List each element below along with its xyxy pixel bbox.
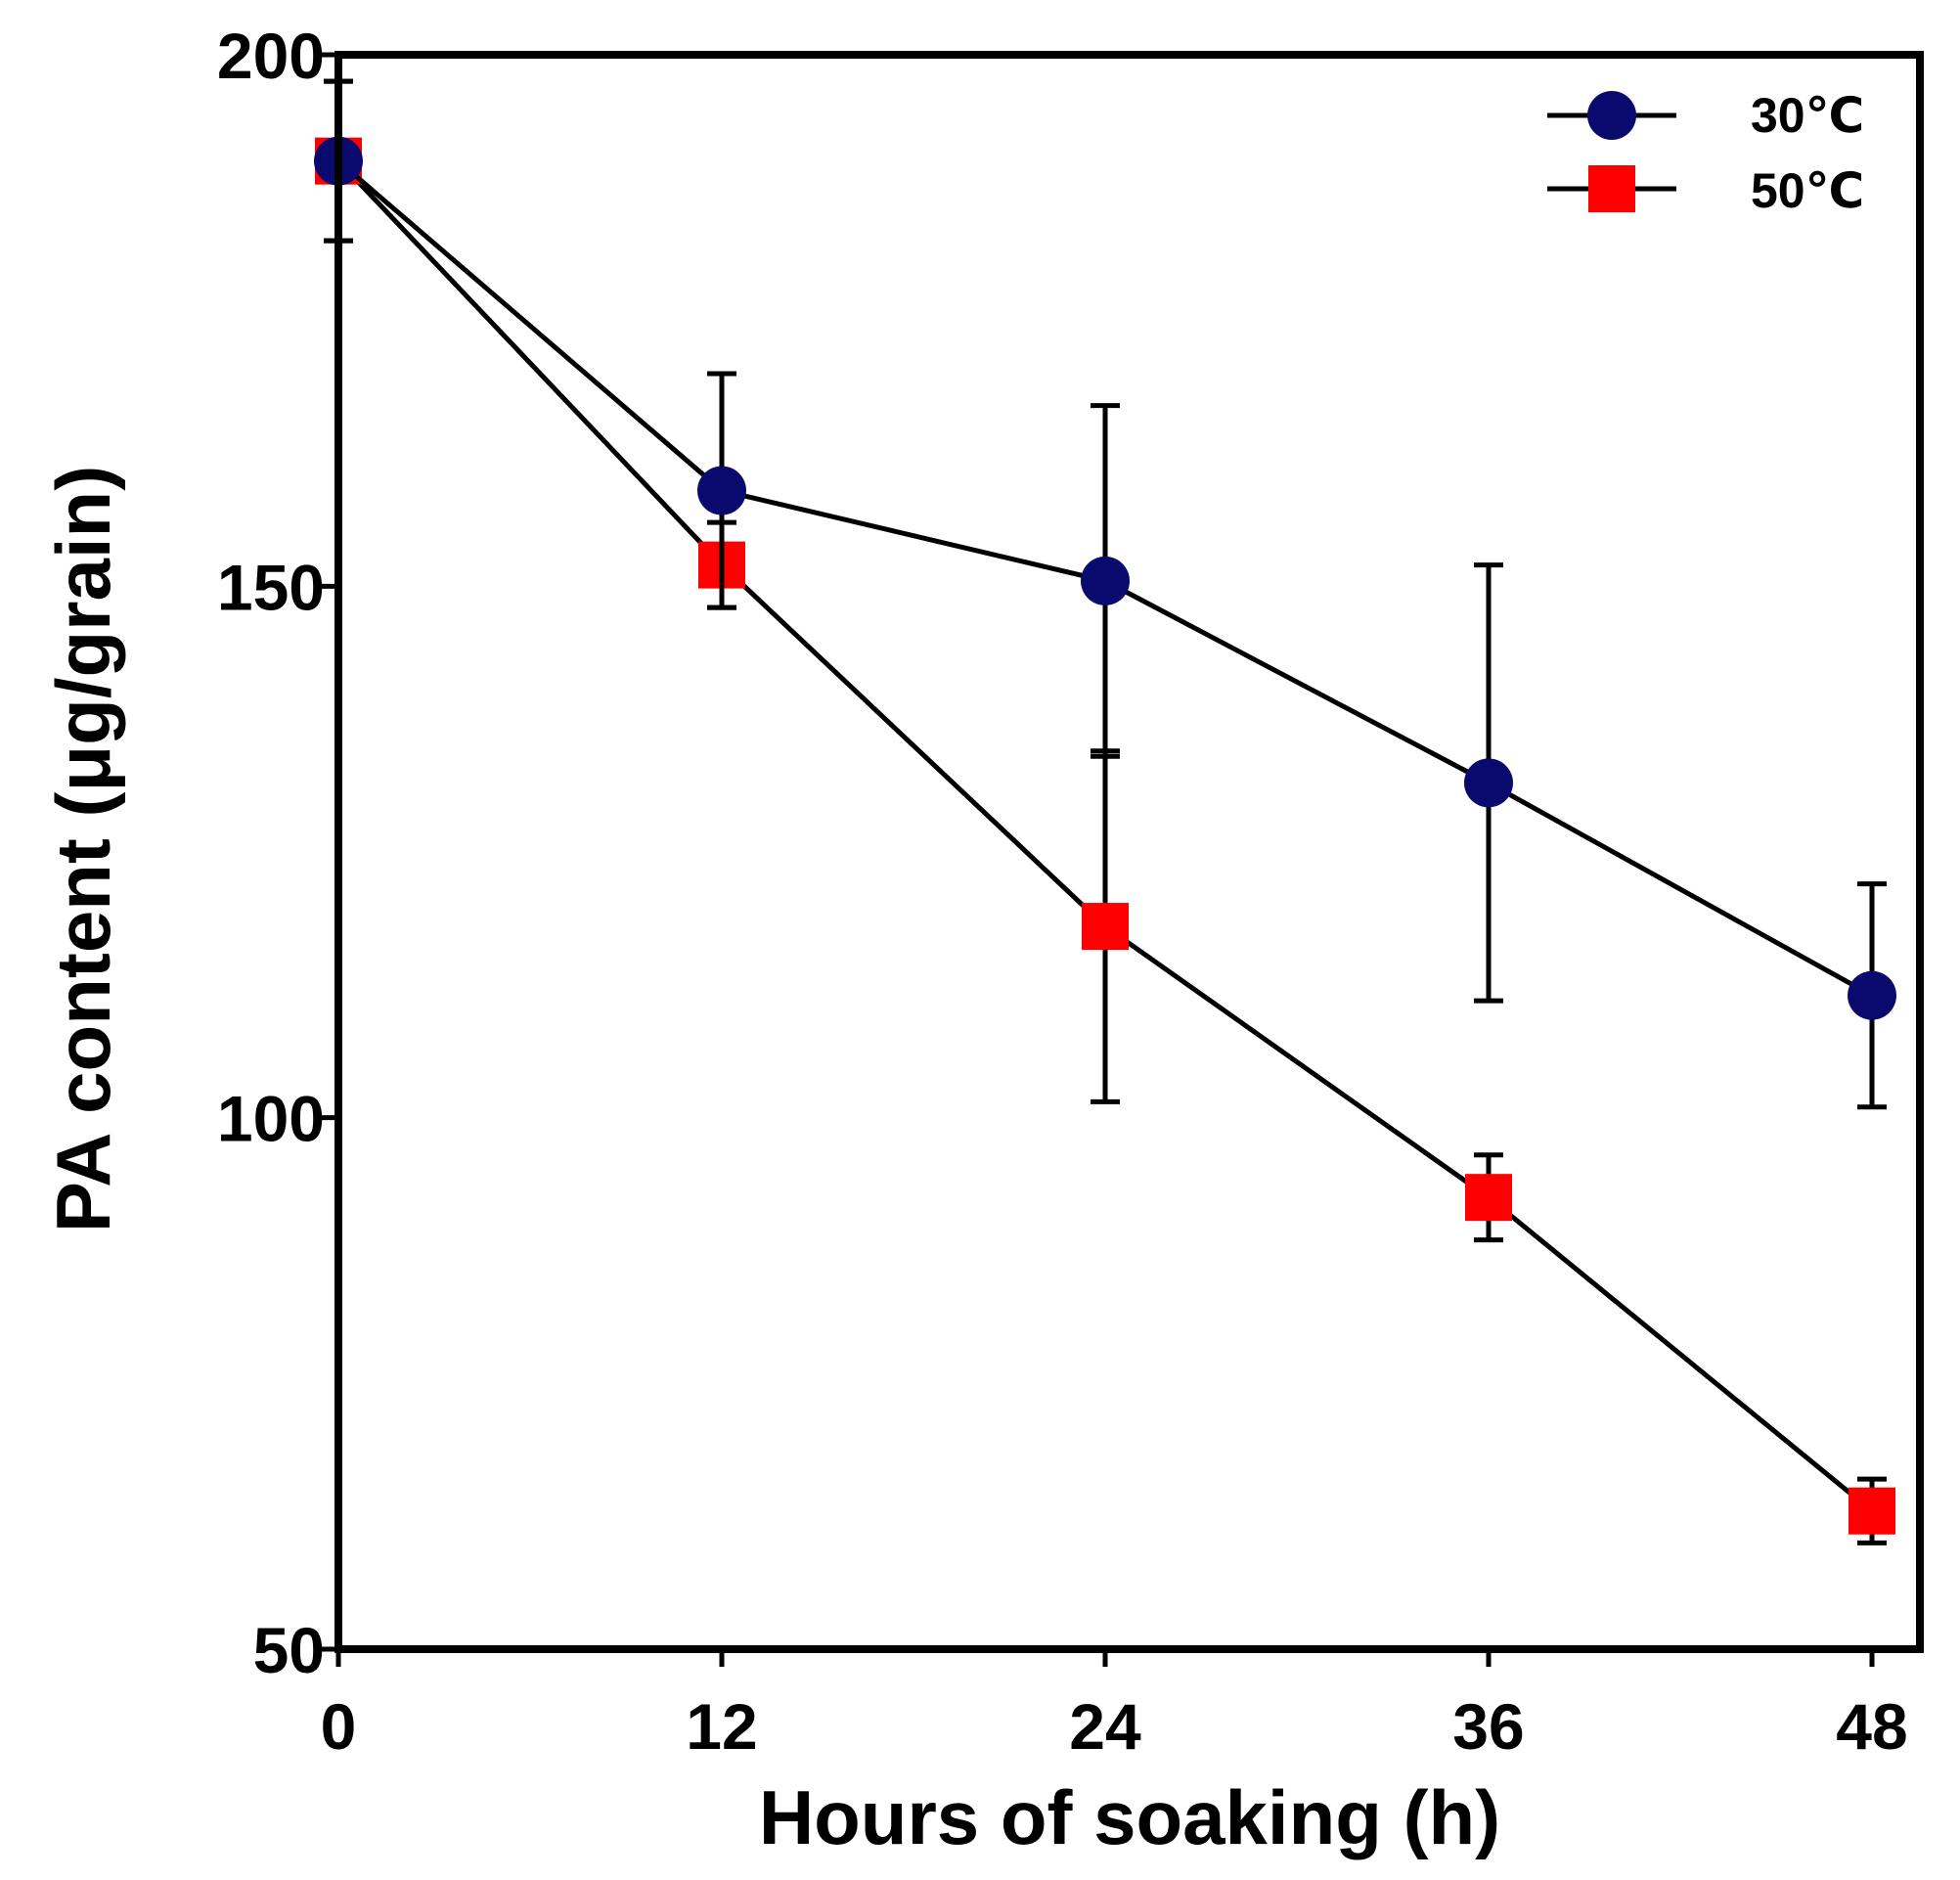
data-point-30c [1464, 758, 1513, 808]
legend: 30℃ 50℃ [1547, 88, 1864, 218]
x-tick-label: 48 [1836, 1690, 1907, 1763]
tick-layer: 50 100 150 200 0 12 24 36 48 [217, 20, 1908, 1763]
x-tick-label: 36 [1452, 1690, 1524, 1763]
y-tick-label: 200 [217, 20, 325, 92]
x-tick-label: 12 [686, 1690, 757, 1763]
legend-item-50c: 50℃ [1547, 163, 1864, 218]
x-axis-title: Hours of soaking (h) [759, 1774, 1500, 1860]
data-point-30c [1081, 556, 1130, 605]
legend-item-30c: 30℃ [1547, 88, 1864, 143]
legend-label-50c: 50℃ [1751, 163, 1864, 218]
x-tick-label: 24 [1069, 1690, 1141, 1763]
series-layer [314, 78, 1896, 1545]
data-point-50c [1082, 903, 1129, 951]
legend-marker-30c [1587, 91, 1636, 140]
data-point-30c [1848, 970, 1896, 1020]
y-tick-label: 50 [253, 1614, 325, 1686]
legend-label-30c: 30℃ [1751, 88, 1864, 143]
y-tick-label: 100 [217, 1083, 325, 1155]
data-point-50c [1849, 1487, 1895, 1535]
data-point-50c [1465, 1174, 1512, 1222]
y-tick-label: 150 [217, 551, 325, 623]
data-point-30c [697, 466, 746, 515]
y-axis-title: PA content (μg/grain) [40, 466, 126, 1232]
legend-marker-50c [1588, 165, 1635, 212]
plot-frame [334, 51, 1924, 1653]
x-tick-label: 0 [321, 1690, 357, 1763]
